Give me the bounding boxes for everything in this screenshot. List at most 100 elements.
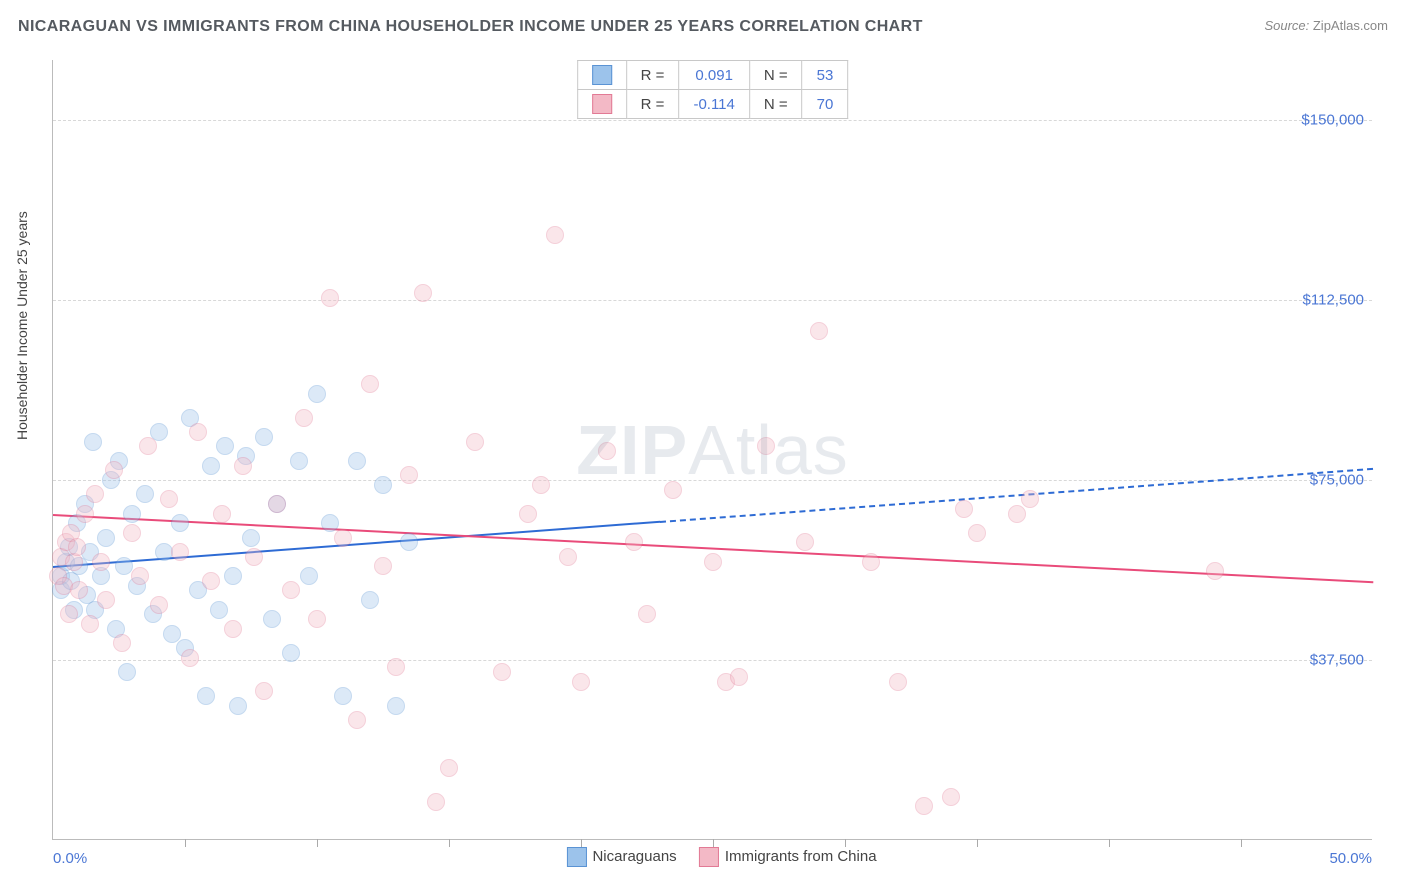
data-point	[150, 596, 168, 614]
x-tick	[581, 839, 582, 847]
data-point	[955, 500, 973, 518]
data-point	[86, 485, 104, 503]
y-tick-label: $112,500	[1303, 292, 1364, 309]
data-point	[242, 529, 260, 547]
data-point	[210, 601, 228, 619]
gridline	[53, 300, 1372, 301]
data-point	[400, 533, 418, 551]
data-point	[625, 533, 643, 551]
data-point	[97, 529, 115, 547]
x-tick	[977, 839, 978, 847]
data-point	[308, 385, 326, 403]
data-point	[1008, 505, 1026, 523]
data-point	[224, 567, 242, 585]
source-credit: Source: ZipAtlas.com	[1264, 18, 1388, 33]
legend-label-a: Nicaraguans	[592, 848, 676, 865]
data-point	[171, 543, 189, 561]
data-point	[321, 289, 339, 307]
data-point	[70, 581, 88, 599]
title-bar: NICARAGUAN VS IMMIGRANTS FROM CHINA HOUS…	[18, 18, 1388, 42]
data-point	[730, 668, 748, 686]
data-point	[348, 452, 366, 470]
data-point	[171, 514, 189, 532]
data-point	[163, 625, 181, 643]
data-point	[295, 409, 313, 427]
chart-title: NICARAGUAN VS IMMIGRANTS FROM CHINA HOUS…	[18, 18, 923, 35]
data-point	[263, 610, 281, 628]
data-point	[334, 529, 352, 547]
data-point	[374, 557, 392, 575]
data-point	[664, 481, 682, 499]
data-point	[255, 682, 273, 700]
data-point	[361, 375, 379, 393]
data-point	[181, 649, 199, 667]
data-point	[123, 524, 141, 542]
data-point	[427, 793, 445, 811]
data-point	[202, 572, 220, 590]
data-point	[493, 663, 511, 681]
data-point	[290, 452, 308, 470]
data-point	[118, 663, 136, 681]
data-point	[202, 457, 220, 475]
data-point	[1206, 562, 1224, 580]
data-point	[361, 591, 379, 609]
data-point	[197, 687, 215, 705]
data-point	[234, 457, 252, 475]
data-point	[76, 505, 94, 523]
data-point	[282, 644, 300, 662]
x-tick	[185, 839, 186, 847]
x-tick	[845, 839, 846, 847]
data-point	[245, 548, 263, 566]
data-point	[160, 490, 178, 508]
data-point	[400, 466, 418, 484]
data-point	[942, 788, 960, 806]
data-point	[374, 476, 392, 494]
data-point	[862, 553, 880, 571]
data-point	[704, 553, 722, 571]
data-point	[532, 476, 550, 494]
data-point	[84, 433, 102, 451]
data-point	[92, 553, 110, 571]
data-point	[213, 505, 231, 523]
x-tick	[713, 839, 714, 847]
data-point	[308, 610, 326, 628]
data-point	[387, 658, 405, 676]
x-tick	[1109, 839, 1110, 847]
data-point	[68, 538, 86, 556]
data-point	[139, 437, 157, 455]
data-point	[131, 567, 149, 585]
data-point	[81, 615, 99, 633]
gridline	[53, 480, 1372, 481]
y-tick-label: $150,000	[1301, 112, 1364, 129]
data-point	[572, 673, 590, 691]
data-point	[224, 620, 242, 638]
data-point	[334, 687, 352, 705]
data-point	[810, 322, 828, 340]
data-point	[255, 428, 273, 446]
gridline	[53, 660, 1372, 661]
watermark: ZIPAtlas	[576, 410, 849, 490]
chart-container: NICARAGUAN VS IMMIGRANTS FROM CHINA HOUS…	[0, 0, 1406, 892]
x-tick	[317, 839, 318, 847]
plot-area: R = 0.091 N = 53 R = -0.114 N = 70 ZIPAt…	[52, 60, 1372, 840]
data-point	[268, 495, 286, 513]
correlation-legend: R = 0.091 N = 53 R = -0.114 N = 70	[577, 60, 849, 119]
gridline	[53, 120, 1372, 121]
data-point	[282, 581, 300, 599]
series-legend: Nicaraguans Immigrants from China	[548, 847, 876, 867]
x-tick-label: 50.0%	[1329, 850, 1372, 867]
data-point	[796, 533, 814, 551]
data-point	[638, 605, 656, 623]
data-point	[598, 442, 616, 460]
data-point	[546, 226, 564, 244]
data-point	[1021, 490, 1039, 508]
x-tick-label: 0.0%	[53, 850, 87, 867]
x-tick	[449, 839, 450, 847]
data-point	[229, 697, 247, 715]
x-tick	[1241, 839, 1242, 847]
data-point	[387, 697, 405, 715]
data-point	[348, 711, 366, 729]
data-point	[889, 673, 907, 691]
data-point	[113, 634, 131, 652]
data-point	[321, 514, 339, 532]
